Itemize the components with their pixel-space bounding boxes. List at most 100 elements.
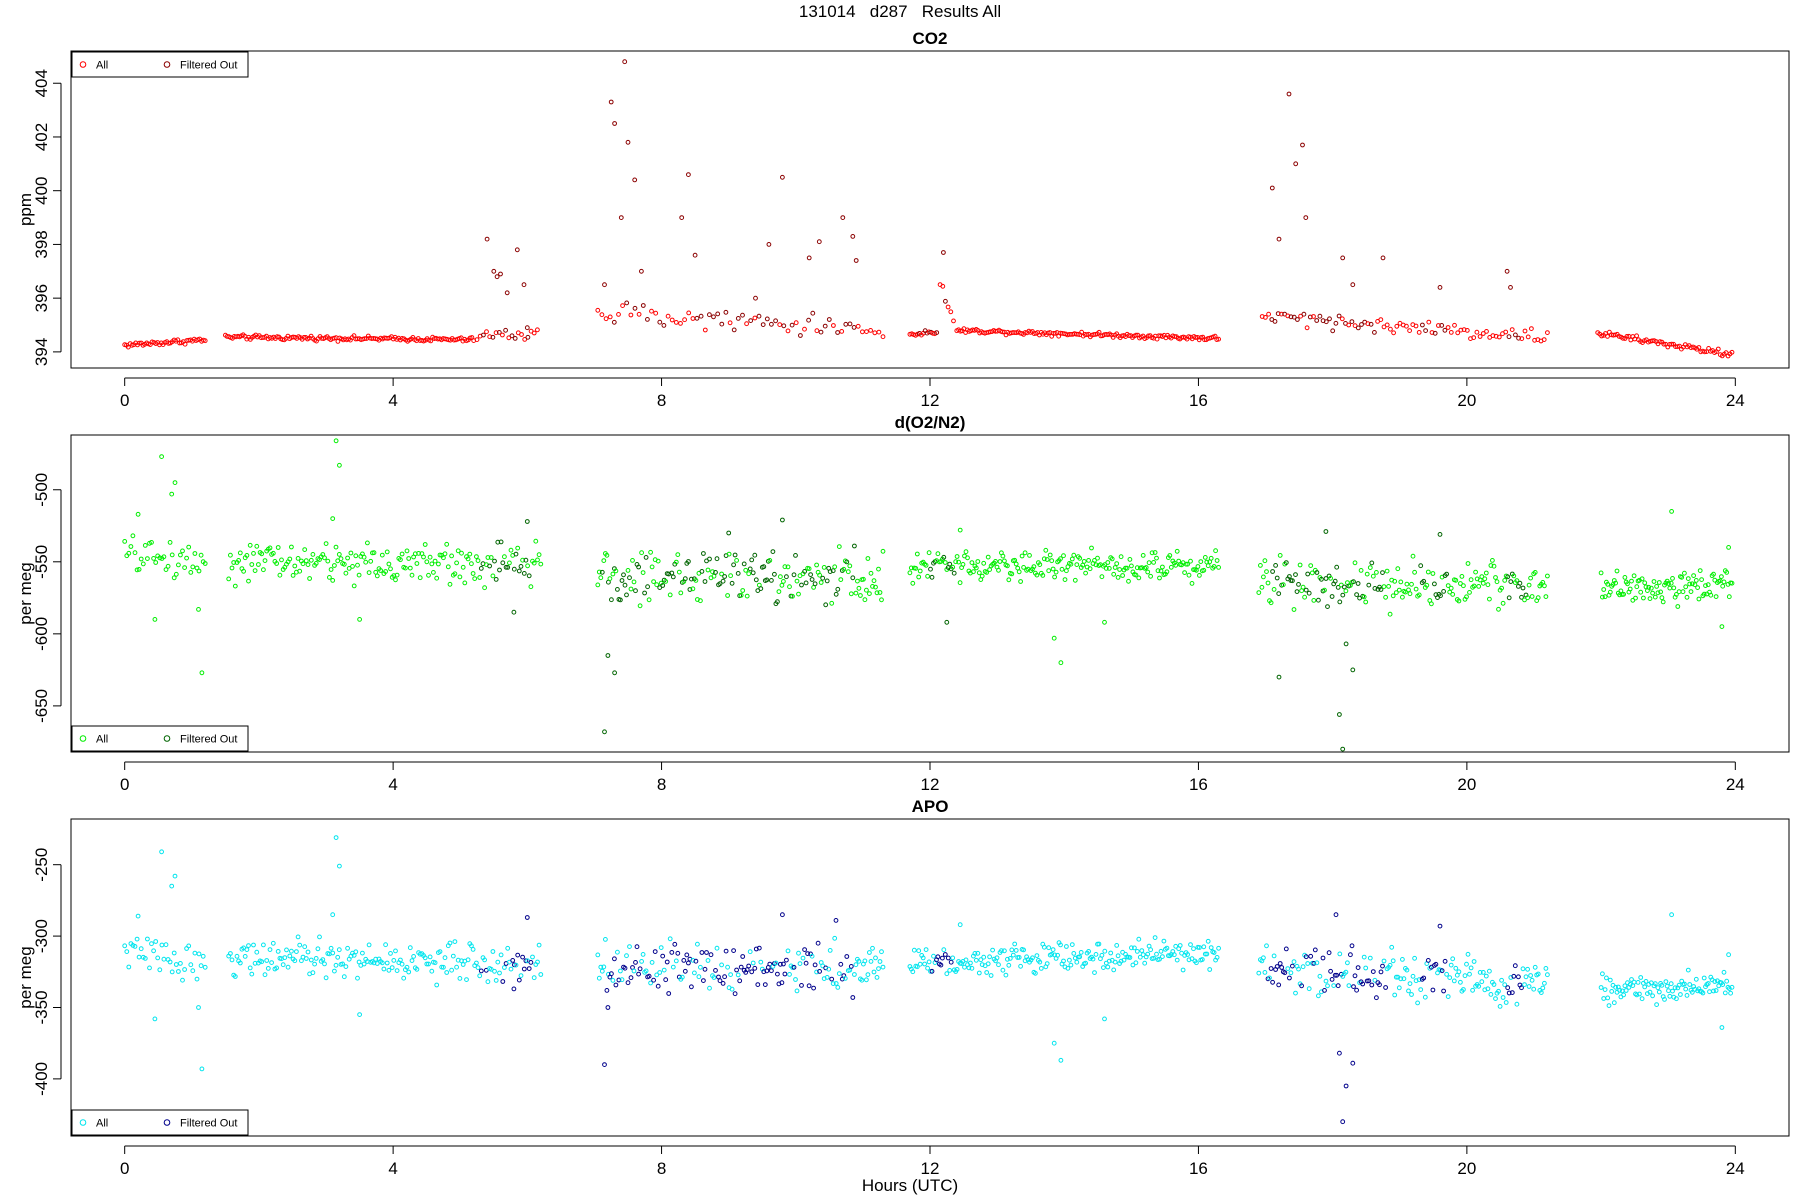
data-point <box>313 956 319 961</box>
filtered-point <box>632 177 638 183</box>
filtered-point <box>1360 981 1366 987</box>
filtered-point <box>802 569 807 574</box>
filtered-point <box>769 321 774 327</box>
data-point <box>350 564 355 569</box>
data-point <box>719 962 724 968</box>
data-point <box>1207 967 1213 972</box>
filtered-point <box>625 139 631 145</box>
data-point <box>477 973 483 979</box>
data-point <box>447 940 453 946</box>
x-tick-label: 20 <box>1457 391 1476 410</box>
data-point <box>124 949 130 954</box>
filtered-point <box>619 578 625 583</box>
data-point <box>1367 565 1373 570</box>
data-point <box>1514 1001 1520 1007</box>
data-point <box>631 579 637 585</box>
filtered-point <box>1295 317 1300 322</box>
data-point <box>1652 981 1658 987</box>
data-point <box>619 977 625 983</box>
data-point <box>981 560 987 566</box>
data-point <box>690 957 696 963</box>
data-point <box>282 955 288 960</box>
data-point <box>1044 961 1050 966</box>
filtered-point <box>602 729 607 735</box>
x-tick-label: 0 <box>120 1159 129 1178</box>
data-point <box>1300 584 1306 590</box>
data-point <box>948 309 954 315</box>
filtered-point <box>1369 982 1375 988</box>
data-point <box>1211 564 1217 569</box>
filtered-point <box>1340 592 1346 598</box>
y-tick-label: -250 <box>32 848 51 882</box>
data-point <box>361 961 367 967</box>
data-point <box>447 581 453 587</box>
data-point <box>1424 582 1430 588</box>
data-point <box>752 315 758 321</box>
data-point <box>827 948 833 953</box>
data-point <box>1696 345 1702 350</box>
data-point <box>1158 948 1164 954</box>
data-point <box>630 558 635 563</box>
data-point <box>1545 972 1550 978</box>
data-point <box>847 563 853 569</box>
filtered-point <box>1348 952 1353 958</box>
data-point <box>1650 993 1655 999</box>
filtered-point <box>655 983 661 989</box>
data-point <box>856 585 862 591</box>
data-point <box>1062 577 1068 582</box>
data-point <box>378 568 384 573</box>
data-point <box>935 551 941 557</box>
data-point <box>244 947 250 952</box>
data-point <box>450 953 456 959</box>
filtered-point <box>1308 953 1314 959</box>
data-point <box>1339 316 1345 322</box>
filtered-point <box>496 330 502 335</box>
data-point <box>908 565 914 571</box>
data-point <box>142 956 148 961</box>
data-point <box>1145 951 1151 957</box>
filtered-point <box>704 950 709 955</box>
y-tick-label: 400 <box>32 177 51 205</box>
data-point <box>1214 558 1220 563</box>
data-point <box>1651 579 1657 584</box>
data-point <box>1724 978 1730 984</box>
data-point <box>237 960 243 966</box>
data-point <box>1009 947 1015 953</box>
data-point <box>399 961 405 967</box>
data-point <box>1639 996 1645 1002</box>
filtered-point <box>528 960 534 965</box>
data-point <box>1685 576 1691 581</box>
data-point <box>1688 589 1694 594</box>
data-point <box>1670 988 1675 994</box>
data-point <box>231 560 237 565</box>
data-point <box>536 552 542 558</box>
data-point <box>1705 981 1711 986</box>
data-point <box>180 548 185 554</box>
data-point <box>374 573 380 579</box>
filtered-point <box>791 572 797 578</box>
data-point <box>1545 573 1550 579</box>
data-point <box>1271 953 1277 959</box>
filtered-point <box>702 579 708 584</box>
data-point <box>1302 594 1307 600</box>
data-point <box>1458 979 1463 985</box>
data-point <box>649 308 654 314</box>
data-point <box>747 949 753 955</box>
data-point <box>871 578 877 584</box>
data-point <box>1726 594 1732 600</box>
data-point <box>1403 589 1408 595</box>
data-point <box>279 557 284 563</box>
data-point <box>1453 965 1459 971</box>
data-point <box>1164 569 1170 575</box>
data-point <box>355 562 360 568</box>
data-point <box>931 953 936 959</box>
filtered-point <box>1269 185 1275 191</box>
filtered-point <box>1432 581 1437 587</box>
filtered-point <box>823 602 829 608</box>
filtered-point <box>503 564 509 570</box>
data-point <box>661 967 667 973</box>
data-point <box>690 316 696 321</box>
x-tick-label: 16 <box>1189 1159 1208 1178</box>
data-point <box>1136 936 1142 942</box>
data-point <box>604 552 610 558</box>
